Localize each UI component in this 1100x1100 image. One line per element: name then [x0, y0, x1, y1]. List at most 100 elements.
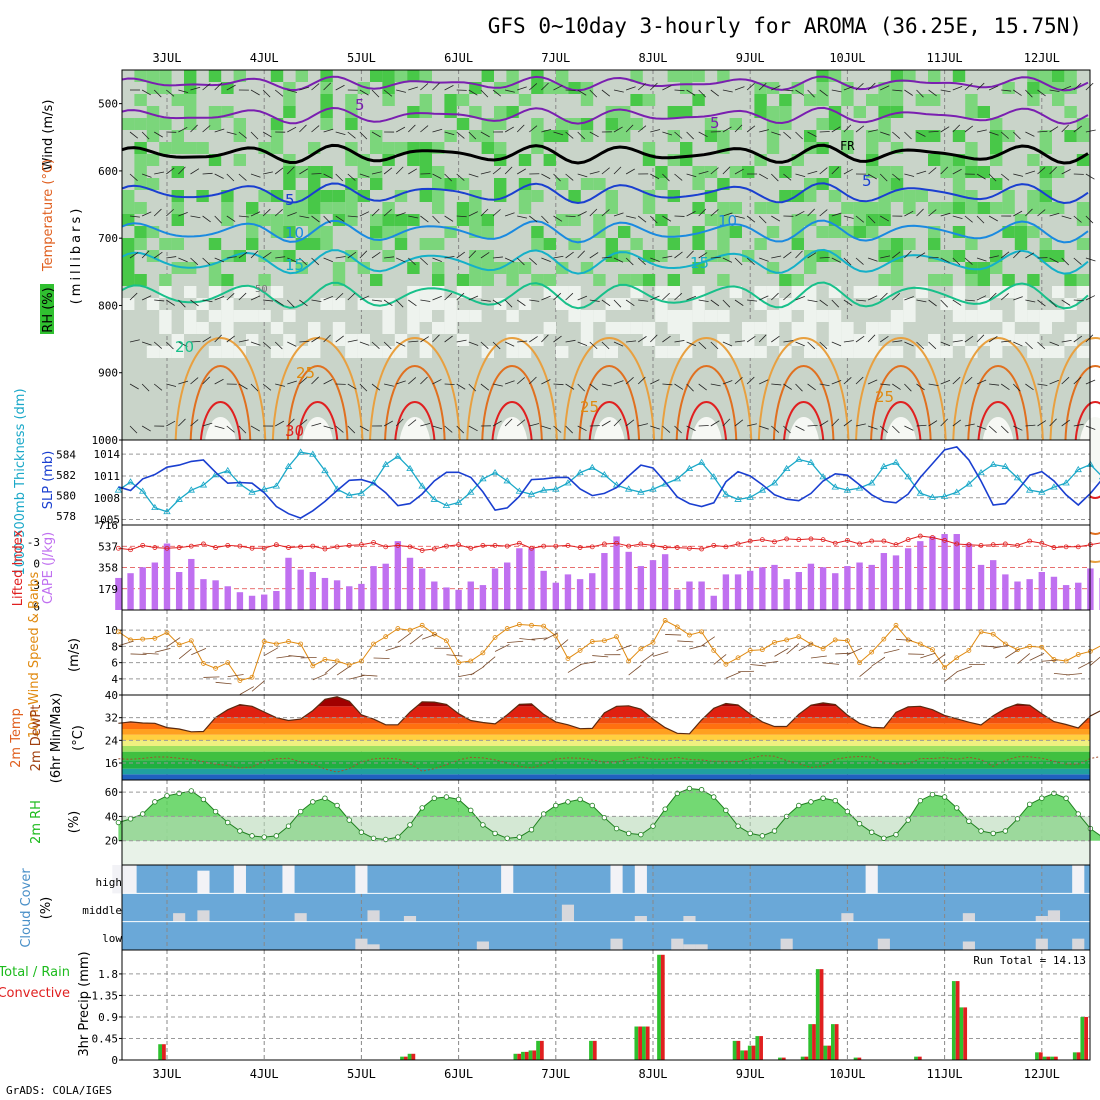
wind-speed-point [930, 647, 935, 653]
wind-barb [129, 339, 140, 343]
wind-barb [771, 131, 781, 136]
wind-barb [1037, 383, 1048, 386]
wind-barb [916, 208, 924, 217]
rh-point [346, 817, 352, 823]
thickness-point [855, 484, 864, 491]
rh-cell [394, 70, 408, 82]
cape-bar [151, 562, 159, 610]
rh-cell [1027, 190, 1040, 202]
rh-cell [531, 190, 544, 202]
wind-barb [976, 82, 985, 91]
wind-barb [504, 299, 513, 308]
wind-barb [722, 89, 733, 93]
rh-tick-label: 60 [105, 786, 118, 799]
precip-convective-bar [162, 1044, 166, 1060]
wind-barb [650, 295, 660, 301]
wind-barb [577, 295, 588, 301]
wind-barb [964, 335, 974, 343]
wind-barb [311, 257, 320, 266]
rh-cell [159, 70, 172, 82]
rh-point [553, 802, 559, 809]
wind-barb [214, 425, 225, 429]
wind-speed-point [917, 641, 923, 647]
rh-cell [667, 106, 680, 118]
wind-barb [867, 425, 878, 430]
rh-cell [506, 274, 519, 286]
rh-cell [283, 226, 296, 238]
rh-cell [1076, 238, 1090, 250]
cape-bar [504, 562, 511, 610]
cape-tick-label: 179 [98, 583, 118, 596]
cape-tick-label: 716 [98, 519, 118, 532]
rh-cell [804, 178, 817, 190]
cape-bar [273, 591, 280, 610]
wind-speed-point [480, 650, 486, 656]
rh-cell [1039, 310, 1052, 322]
precip-convective-bar [1046, 1056, 1051, 1060]
wind-barb [504, 257, 515, 263]
bottom-date-label: 4JUL [250, 1067, 279, 1081]
wind-barb [347, 425, 356, 434]
thickness-point [673, 475, 682, 482]
rh-cell [233, 310, 246, 322]
wind-barb [553, 425, 562, 433]
wind-barb [214, 128, 225, 133]
rh-cell [233, 118, 246, 130]
wind-barb [771, 335, 780, 343]
thickness-point [187, 486, 196, 493]
wind-barb [432, 215, 440, 224]
rh-point [516, 834, 523, 840]
wind-barb [650, 334, 658, 343]
wind-barb [519, 638, 536, 641]
rh-cell [122, 298, 135, 310]
rh-cell [965, 94, 978, 106]
rh-cell [308, 238, 321, 250]
wind-barb [299, 377, 308, 385]
rh-cell [990, 142, 1003, 154]
wind-barb [734, 377, 743, 385]
top-date-label: 11JUL [927, 51, 963, 65]
rh-point [139, 811, 146, 817]
wind-barb [432, 379, 442, 385]
thickness-point [795, 455, 803, 462]
wind-barb [468, 211, 478, 217]
wind-barb [529, 215, 538, 223]
wind-barb [347, 292, 356, 301]
wind-barb [698, 299, 709, 302]
wind-barb [553, 292, 562, 301]
rh-cell [680, 106, 693, 118]
rh-cell [779, 106, 792, 118]
wind-speed-point [188, 638, 194, 644]
wind-barb [981, 645, 998, 648]
rh-cell [816, 142, 829, 154]
cloud-cell [476, 941, 489, 950]
wind-barb [190, 299, 199, 307]
wind-barb [819, 341, 828, 350]
wind-barb [807, 252, 817, 259]
isotherm-label: 10 [285, 224, 304, 242]
rh-cell [370, 142, 383, 154]
rh-cell [742, 322, 755, 334]
wind-speed-point [759, 647, 765, 653]
bottom-date-axis: 3JUL 4JUL 5JUL 6JUL 7JUL 8JUL 9JUL 10JUL 11JUL 12… [153, 1067, 1060, 1081]
rh-cell [270, 250, 284, 262]
rh-cell [506, 334, 519, 346]
wind-barb [153, 131, 163, 138]
cape-bar [394, 541, 402, 610]
rh-cell [196, 322, 209, 334]
rh-cell [717, 202, 730, 214]
thickness-point [381, 460, 390, 467]
wind-barb [226, 215, 236, 222]
cape-bar [115, 577, 122, 610]
cape-bar [613, 536, 620, 610]
rh-cell [853, 286, 866, 298]
rh-cell [1052, 166, 1065, 178]
rh-cell [419, 70, 432, 82]
rh-point [941, 794, 948, 800]
wind-barb [674, 425, 682, 434]
rh-cell [890, 310, 904, 322]
wind-barb [952, 215, 963, 219]
rh-cell [580, 310, 594, 322]
rh-cell [729, 346, 742, 358]
rh-cell [680, 322, 693, 334]
